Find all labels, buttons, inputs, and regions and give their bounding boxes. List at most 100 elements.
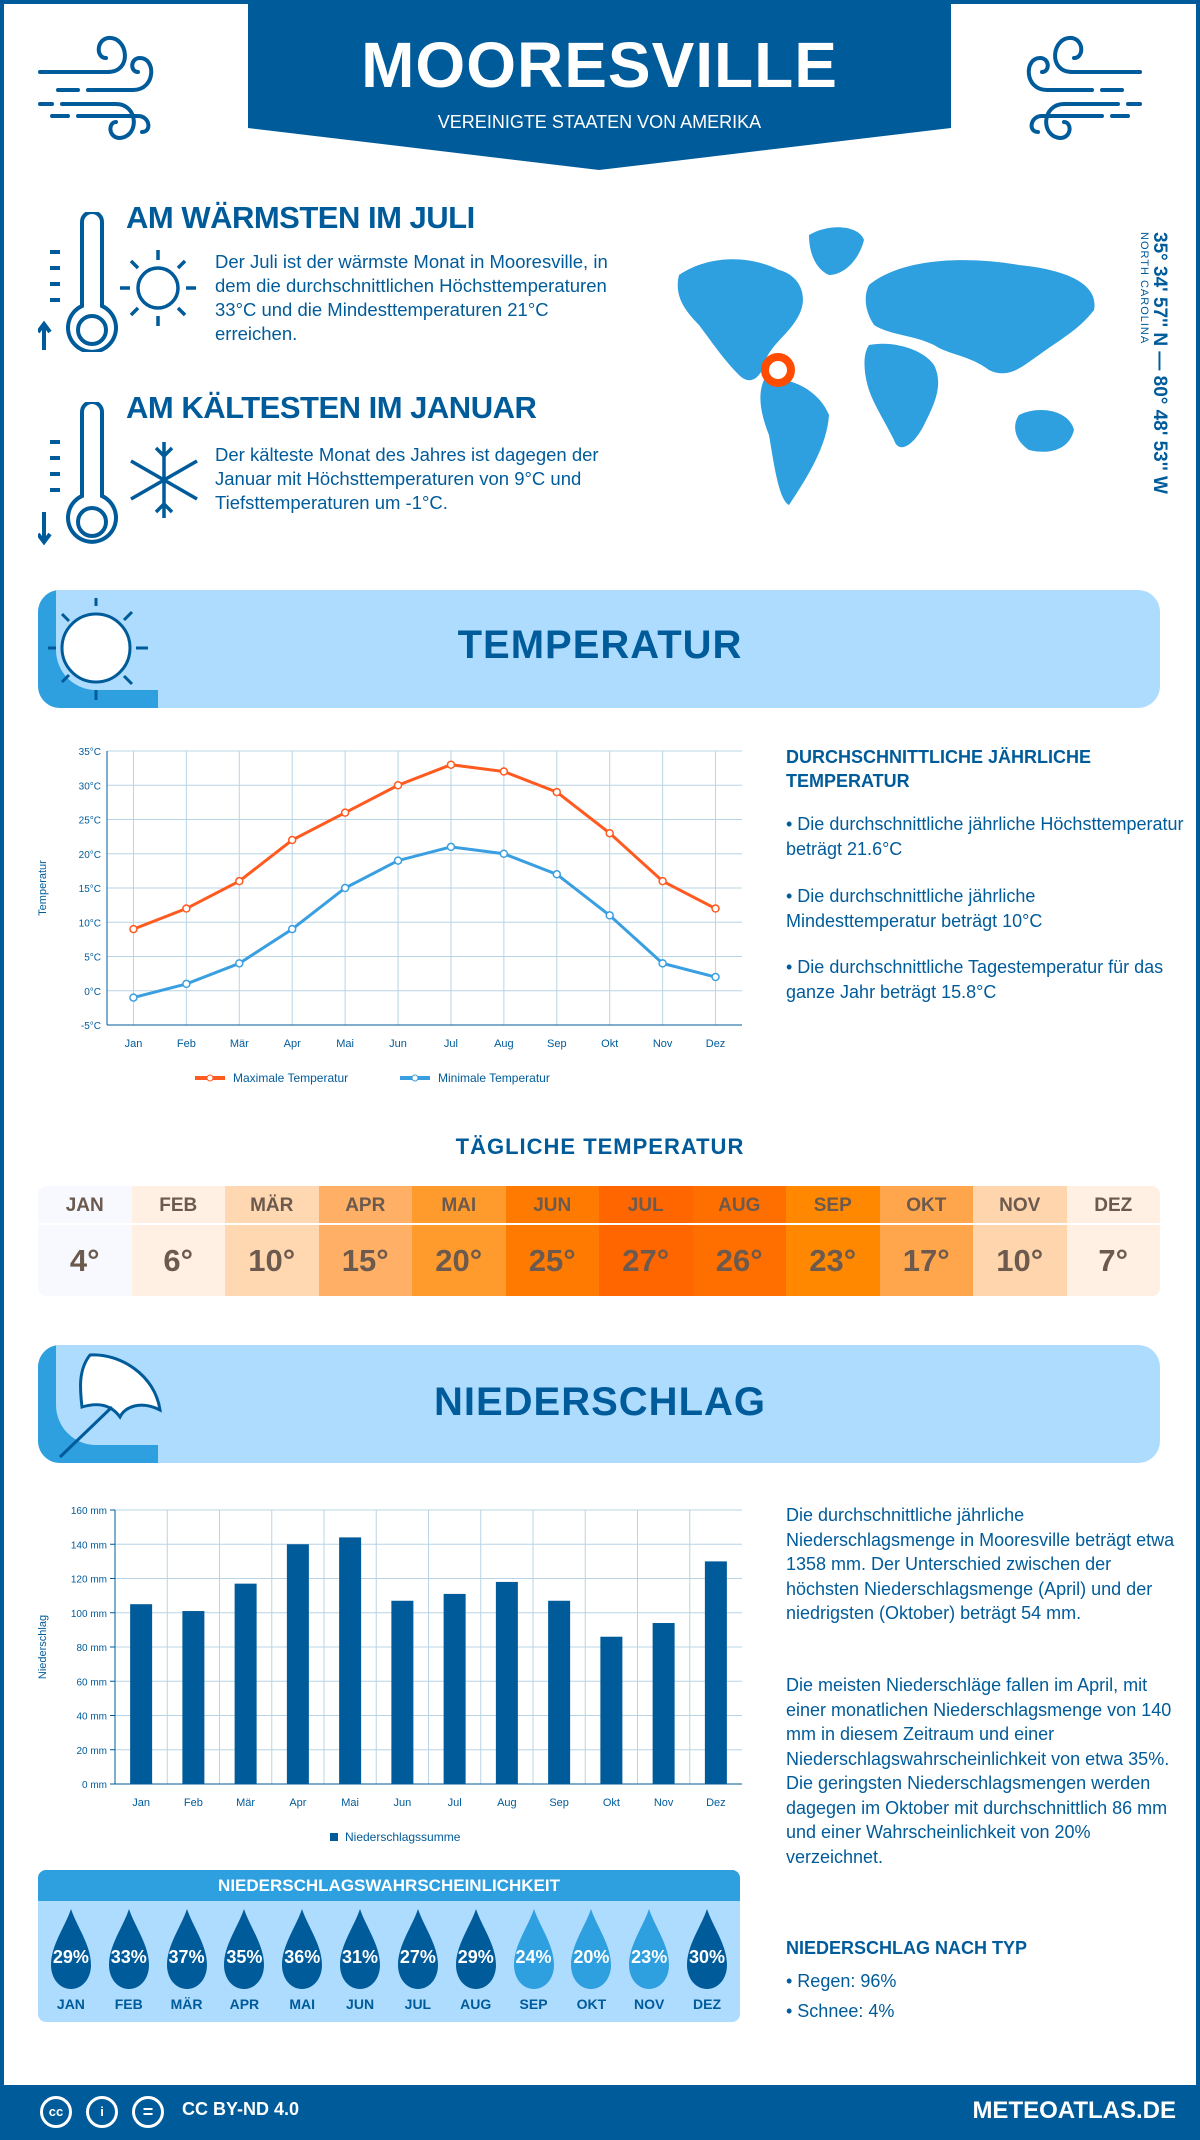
coords-block: 35° 34' 57'' N — 80° 48' 53'' W NORTH CA… — [1138, 232, 1178, 502]
legend-marker — [206, 1074, 214, 1082]
series-line-max — [132, 763, 717, 931]
data-point — [658, 959, 667, 968]
city-title: MOORESVILLE — [361, 29, 838, 101]
x-tick-label: Aug — [494, 1038, 514, 1050]
raindrop-icon — [397, 1909, 438, 1989]
probability-month: MÄR — [170, 1996, 203, 2012]
x-tick-label: Aug — [497, 1797, 517, 1809]
warmest-text: Der Juli ist der wärmste Monat in Moores… — [215, 251, 608, 344]
data-point — [499, 849, 509, 858]
coordinates-label: 35° 34' 57'' N — 80° 48' 53'' W — [1149, 232, 1170, 494]
y-tick-label: 0°C — [84, 987, 101, 998]
annual-temp-bullet-2: • Die durchschnittliche jährliche Mindes… — [786, 886, 1043, 931]
x-tick-label: Sep — [547, 1038, 567, 1050]
daily-temp-cell: SEP 23° — [786, 1186, 880, 1296]
bar — [130, 1604, 153, 1784]
data-point — [552, 787, 562, 797]
precipitation-type-snow: • Schnee: 4% — [786, 2001, 895, 2021]
y-tick-label: 60 mm — [76, 1677, 107, 1688]
y-tick-label: 100 mm — [71, 1609, 107, 1620]
probability-drop: 31% JUN — [331, 1901, 389, 2021]
daily-temperature-table: JAN 4° FEB 6° MÄR 10° APR 15° MAI 20° JUN 25° JUL 27°… — [38, 1186, 1160, 1296]
precipitation-type-heading: NIEDERSCHLAG NACH TYP — [786, 1938, 1028, 1958]
daily-temp-cell: OKT 17° — [879, 1186, 973, 1296]
x-tick-label: Okt — [601, 1038, 618, 1050]
x-tick-label: Jul — [448, 1797, 462, 1809]
x-tick-label: Feb — [184, 1797, 203, 1809]
bar — [234, 1583, 257, 1784]
probability-drop: 33% FEB — [100, 1901, 158, 2021]
probability-month: NOV — [634, 1996, 665, 2012]
y-tick-label: 5°C — [84, 953, 101, 964]
daily-temp-cell: DEZ 7° — [1066, 1186, 1160, 1296]
temperature-chart: -5°C 0°C 5°C 10°C 15°C 20°C 25°C 30°C 35°C Jan Feb… — [37, 747, 742, 1085]
raindrop-icon — [282, 1909, 323, 1989]
daily-value: 27° — [622, 1242, 670, 1278]
x-tick-label: Dez — [706, 1797, 726, 1809]
sun-large-icon — [48, 598, 148, 700]
daily-month: FEB — [131, 1186, 225, 1225]
bar — [443, 1593, 466, 1784]
y-tick-label: 35°C — [79, 747, 101, 758]
data-point — [235, 959, 244, 968]
x-tick-label: Mai — [336, 1038, 354, 1050]
probability-month: MAI — [289, 1996, 316, 2012]
data-point — [340, 808, 350, 817]
site-link[interactable]: METEOATLAS.DE — [972, 2097, 1176, 2124]
precipitation-type-rain: • Regen: 96% — [786, 1971, 897, 1991]
precipitation-paragraph-2: Die meisten Niederschläge fallen im Apri… — [786, 1675, 1172, 1867]
x-tick-label: Feb — [177, 1038, 196, 1050]
data-point — [499, 767, 509, 776]
bar — [704, 1561, 727, 1784]
daily-temp-cell: JUN 25° — [505, 1186, 599, 1296]
annual-temp-bullet-1: • Die durchschnittliche jährliche Höchst… — [786, 814, 1184, 859]
license-label[interactable]: CC BY-ND 4.0 — [182, 2099, 300, 2119]
probability-drop: 29% AUG — [447, 1901, 505, 2021]
probability-month: AUG — [460, 1996, 492, 2012]
bar — [548, 1600, 571, 1784]
data-point — [711, 904, 720, 913]
precipitation-section-title: NIEDERSCHLAG — [433, 1380, 767, 1424]
annual-temp-bullet-3: • Die durchschnittliche Tagestemperatur … — [786, 957, 1164, 1002]
probability-value: 30% — [689, 1947, 726, 1967]
legend-marker — [411, 1074, 419, 1082]
data-point — [605, 911, 614, 920]
data-point — [287, 835, 297, 845]
probability-month: APR — [229, 1996, 260, 2012]
legend-label: Niederschlagssumme — [345, 1830, 461, 1844]
y-tick-label: 25°C — [79, 816, 101, 827]
bar — [495, 1581, 518, 1784]
probability-month: JAN — [56, 1996, 85, 2012]
daily-value: 4° — [69, 1242, 100, 1278]
daily-month: DEZ — [1066, 1186, 1160, 1225]
x-tick-label: Jul — [444, 1038, 458, 1050]
daily-month: MAI — [412, 1186, 506, 1225]
raindrop-icon — [455, 1909, 496, 1989]
daily-temp-cell: NOV 10° — [973, 1186, 1067, 1296]
raindrop-icon — [629, 1909, 670, 1989]
header-banner — [248, 0, 951, 170]
data-point — [182, 979, 191, 989]
y-tick-label: 140 mm — [71, 1540, 107, 1551]
daily-month: AUG — [692, 1186, 786, 1225]
x-tick-label: Jan — [125, 1038, 143, 1050]
data-point — [605, 828, 614, 838]
legend-label: Maximale Temperatur — [233, 1071, 348, 1085]
data-point — [235, 876, 244, 886]
daily-value: 17° — [902, 1242, 950, 1278]
probability-value: 24% — [515, 1947, 552, 1967]
daily-month: JUN — [505, 1186, 599, 1225]
x-tick-label: Apr — [289, 1797, 306, 1809]
raindrop-icon — [166, 1909, 207, 1989]
probability-month: JUN — [346, 1996, 375, 2012]
probability-value: 37% — [168, 1947, 205, 1967]
probability-drop: 24% SEP — [505, 1901, 563, 2021]
precipitation-chart: 0 mm 20 mm 40 mm 60 mm 80 mm 100 mm 120 mm 140 … — [37, 1506, 742, 1844]
probability-drop: 23% NOV — [620, 1901, 678, 2021]
daily-month: NOV — [973, 1186, 1067, 1225]
daily-value: 20° — [435, 1242, 483, 1278]
temperature-section-banner — [38, 590, 1160, 708]
probability-value: 20% — [573, 1947, 610, 1967]
raindrop-icon — [513, 1909, 554, 1989]
probability-drop: 35% APR — [215, 1901, 273, 2021]
